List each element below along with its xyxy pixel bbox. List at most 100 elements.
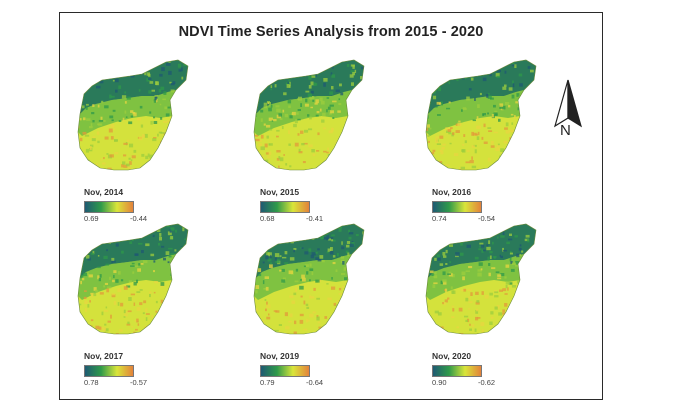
ndvi-pixel — [285, 326, 290, 330]
ndvi-pixel — [460, 166, 465, 170]
ndvi-pixel — [138, 242, 143, 245]
ndvi-pixel — [258, 139, 262, 142]
ndvi-pixel — [81, 105, 85, 109]
ndvi-pixel — [278, 165, 280, 170]
ndvi-pixel — [150, 120, 153, 125]
ndvi-pixel — [424, 120, 426, 124]
ndvi-pixel — [462, 107, 467, 111]
ndvi-pixel — [513, 169, 519, 170]
ndvi-pixel — [350, 243, 354, 247]
ndvi-pixel — [191, 276, 194, 279]
ndvi-pixel — [286, 84, 290, 88]
ndvi-pixel — [144, 71, 147, 76]
ndvi-pixel — [117, 234, 120, 237]
ndvi-pixel — [303, 265, 306, 268]
colorbar-min: -0.44 — [130, 214, 148, 223]
ndvi-pixel — [78, 240, 81, 243]
ndvi-pixel — [172, 81, 176, 84]
ndvi-pixel — [464, 315, 469, 318]
ndvi-pixel — [479, 92, 482, 96]
ndvi-pixel — [194, 275, 197, 278]
ndvi-pixel — [167, 120, 172, 123]
ndvi-pixel — [188, 222, 190, 225]
ndvi-pixel — [308, 85, 312, 89]
ndvi-pixel — [109, 276, 111, 280]
ndvi-pixel — [490, 311, 494, 315]
colorbar — [260, 365, 310, 377]
ndvi-pixel — [264, 143, 268, 148]
colorbar-max: 0.74 — [432, 214, 447, 223]
ndvi-pixel — [111, 257, 115, 261]
ndvi-pixel — [501, 63, 505, 66]
ndvi-pixel — [436, 226, 440, 230]
ndvi-pixel — [457, 122, 462, 127]
ndvi-pixel — [299, 67, 305, 70]
ndvi-pixel — [293, 331, 297, 334]
ndvi-pixel — [495, 113, 498, 116]
ndvi-pixel — [477, 104, 480, 108]
ndvi-pixel — [509, 252, 513, 255]
ndvi-pixel — [544, 308, 548, 311]
ndvi-pixel — [442, 302, 444, 305]
ndvi-pixel — [305, 62, 308, 67]
ndvi-pixel — [365, 232, 369, 235]
ndvi-pixel — [187, 75, 188, 79]
ndvi-pixel — [522, 94, 527, 97]
ndvi-pixel — [483, 235, 486, 239]
ndvi-pixel — [139, 62, 144, 65]
ndvi-pixel — [451, 274, 455, 278]
ndvi-pixel — [465, 270, 470, 272]
ndvi-pixel — [476, 60, 479, 63]
ndvi-pixel — [360, 299, 364, 302]
ndvi-pixel — [342, 285, 344, 289]
ndvi-pixel — [127, 321, 130, 325]
ndvi-pixel — [194, 294, 197, 297]
ndvi-pixel — [268, 75, 272, 78]
ndvi-pixel — [86, 230, 89, 233]
ndvi-pixel — [178, 157, 181, 161]
ndvi-pixel — [307, 93, 312, 98]
ndvi-pixel — [148, 73, 151, 77]
ndvi-pixel — [468, 266, 473, 269]
ndvi-pixel — [269, 262, 272, 265]
ndvi-pixel — [426, 75, 430, 78]
ndvi-pixel — [437, 224, 440, 227]
ndvi-pixel — [88, 274, 93, 278]
ndvi-pixel — [153, 121, 158, 124]
ndvi-pixel — [189, 234, 193, 236]
map-title: NDVI Time Series Analysis from 2015 - 20… — [178, 24, 484, 40]
ndvi-pixel — [158, 131, 163, 134]
ndvi-pixel — [163, 257, 166, 261]
ndvi-pixel — [353, 112, 356, 114]
ndvi-pixel — [308, 60, 313, 61]
ndvi-pixel — [143, 260, 148, 264]
ndvi-pixel — [274, 61, 277, 65]
ndvi-pixel — [520, 298, 522, 302]
ndvi-pixel — [89, 71, 94, 76]
ndvi-pixel — [501, 105, 506, 110]
ndvi-pixel — [329, 112, 332, 115]
ndvi-pixel — [287, 100, 292, 104]
ndvi-pixel — [370, 102, 374, 106]
ndvi-pixel — [168, 306, 171, 311]
ndvi-pixel — [172, 114, 178, 117]
ndvi-pixel — [326, 109, 328, 113]
ndvi-pixel — [194, 136, 196, 139]
ndvi-pixel — [528, 302, 532, 304]
ndvi-pixel — [526, 287, 529, 291]
ndvi-pixel — [326, 250, 329, 254]
ndvi-pixel — [173, 284, 175, 288]
ndvi-pixel — [465, 297, 469, 302]
ndvi-pixel — [150, 63, 154, 68]
ndvi-pixel — [355, 95, 357, 99]
ndvi-pixel — [490, 140, 494, 145]
ndvi-pixel — [494, 306, 498, 310]
ndvi-pixel — [317, 248, 320, 251]
ndvi-pixel — [510, 261, 513, 264]
ndvi-pixel — [434, 241, 437, 245]
ndvi-pixel — [316, 150, 320, 152]
ndvi-pixel — [85, 103, 89, 106]
ndvi-pixel — [147, 226, 152, 229]
ndvi-pixel — [306, 318, 308, 323]
ndvi-pixel — [461, 271, 466, 276]
